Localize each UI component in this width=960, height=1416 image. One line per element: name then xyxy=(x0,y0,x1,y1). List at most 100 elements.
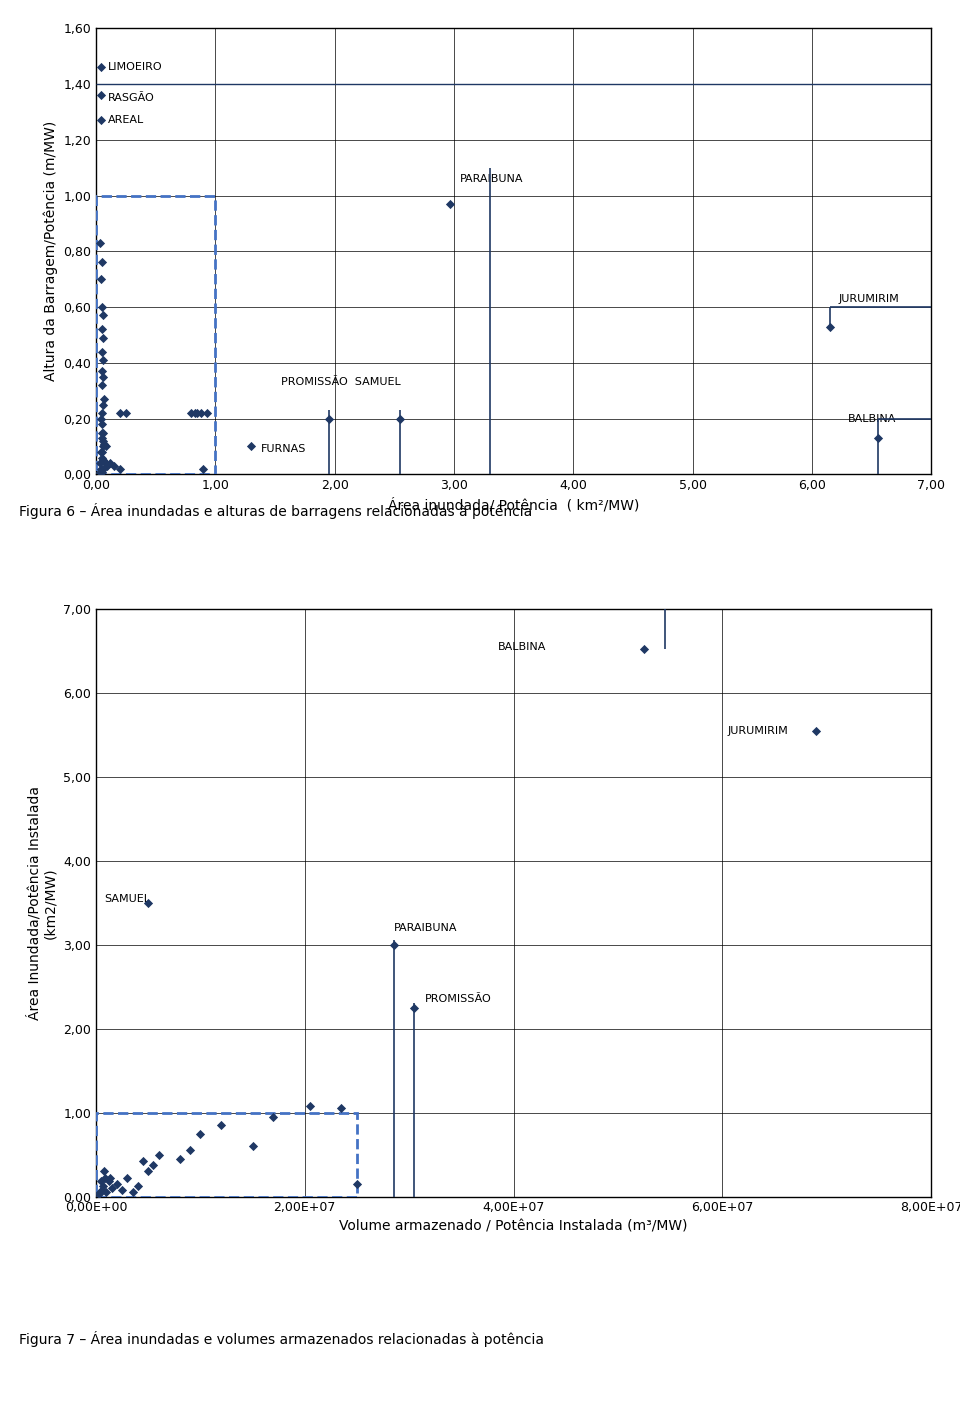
X-axis label: Volume armazenado / Potência Instalada (m³/MW): Volume armazenado / Potência Instalada (… xyxy=(339,1221,688,1233)
Point xyxy=(266,1106,281,1129)
Point xyxy=(808,719,824,742)
Point xyxy=(407,997,422,1020)
Point xyxy=(135,1150,151,1172)
Text: BALBINA: BALBINA xyxy=(498,641,546,651)
Text: RASGÃO: RASGÃO xyxy=(108,93,155,103)
Text: JURUMIRIM: JURUMIRIM xyxy=(838,293,899,303)
Point xyxy=(92,232,108,255)
Bar xyxy=(96,195,215,474)
Point xyxy=(125,1181,140,1204)
Point xyxy=(386,933,401,956)
Point xyxy=(151,1143,166,1165)
Point xyxy=(146,1153,161,1175)
Point xyxy=(140,1160,156,1182)
Point xyxy=(443,193,458,215)
Point xyxy=(94,413,109,436)
Point xyxy=(95,429,110,452)
Text: Figura 6 – Área inundadas e alturas de barragens relacionadas à potência: Figura 6 – Área inundadas e alturas de b… xyxy=(19,503,533,518)
Point xyxy=(94,374,109,396)
Point xyxy=(94,319,109,341)
Point xyxy=(140,892,156,915)
Point xyxy=(93,57,108,79)
Point xyxy=(92,1181,108,1204)
Point xyxy=(93,109,108,132)
Point xyxy=(103,452,118,474)
Point xyxy=(349,1172,365,1195)
Y-axis label: Área Inundada/Potência Instalada
(km2/MW): Área Inundada/Potência Instalada (km2/MW… xyxy=(27,786,58,1020)
Point xyxy=(109,1172,125,1195)
Point xyxy=(95,1178,110,1201)
Point xyxy=(870,426,885,449)
Point xyxy=(120,1167,135,1189)
Text: Figura 7 – Área inundadas e volumes armazenados relacionadas à potência: Figura 7 – Área inundadas e volumes arma… xyxy=(19,1331,544,1347)
Point xyxy=(94,460,109,483)
Point xyxy=(193,402,208,425)
Point xyxy=(93,440,108,463)
Point xyxy=(393,408,408,430)
Point xyxy=(94,360,109,382)
Point xyxy=(95,449,110,472)
Point xyxy=(822,316,837,338)
Point xyxy=(99,455,114,477)
Text: PARAIBUNA: PARAIBUNA xyxy=(460,174,523,184)
Point xyxy=(93,1170,108,1192)
Bar xyxy=(96,1113,357,1197)
Point xyxy=(112,402,128,425)
Point xyxy=(97,388,112,411)
Point xyxy=(95,457,110,480)
Point xyxy=(95,327,110,350)
Point xyxy=(94,251,109,273)
Point xyxy=(94,426,109,449)
Point xyxy=(102,1167,117,1189)
Point xyxy=(92,460,108,483)
Point xyxy=(172,1147,187,1170)
Point xyxy=(97,1160,112,1182)
Point xyxy=(636,637,652,660)
Point xyxy=(93,408,108,430)
Point xyxy=(94,440,109,463)
Text: AREAL: AREAL xyxy=(108,115,144,125)
Point xyxy=(245,1134,260,1157)
Point xyxy=(302,1095,318,1117)
Text: FURNAS: FURNAS xyxy=(261,445,306,455)
Point xyxy=(96,1175,111,1198)
Point xyxy=(321,408,336,430)
Point xyxy=(334,1097,349,1120)
Point xyxy=(97,432,112,455)
Point xyxy=(94,446,109,469)
Point xyxy=(104,1177,119,1199)
Point xyxy=(91,1182,107,1205)
Point xyxy=(98,1167,113,1189)
Point xyxy=(94,402,109,425)
Point xyxy=(93,457,108,480)
Text: PARAIBUNA: PARAIBUNA xyxy=(394,923,457,933)
Text: LIMOEIRO: LIMOEIRO xyxy=(108,62,162,72)
Text: SAMUEL: SAMUEL xyxy=(105,893,151,903)
Point xyxy=(98,435,113,457)
Point xyxy=(94,296,109,319)
Point xyxy=(187,402,203,425)
Point xyxy=(93,268,108,290)
Point xyxy=(130,1175,146,1198)
Point xyxy=(118,402,133,425)
Point xyxy=(182,1138,198,1161)
Point xyxy=(95,421,110,443)
Text: BALBINA: BALBINA xyxy=(848,413,896,423)
Point xyxy=(183,402,199,425)
Point xyxy=(244,435,259,457)
Text: PROMISSÃO  SAMUEL: PROMISSÃO SAMUEL xyxy=(281,378,400,388)
Point xyxy=(98,452,113,474)
Point xyxy=(112,457,128,480)
Point xyxy=(94,421,109,443)
X-axis label: Área inundada/ Potência  ( km²/MW): Área inundada/ Potência ( km²/MW) xyxy=(388,498,639,513)
Point xyxy=(190,402,205,425)
Point xyxy=(95,435,110,457)
Point xyxy=(94,340,109,362)
Point xyxy=(196,457,211,480)
Text: JURUMIRIM: JURUMIRIM xyxy=(728,725,788,735)
Point xyxy=(95,394,110,416)
Text: PROMISSÃO: PROMISSÃO xyxy=(425,994,492,1004)
Point xyxy=(93,84,108,106)
Y-axis label: Altura da Barragem/Potência (m/MW): Altura da Barragem/Potência (m/MW) xyxy=(43,122,58,381)
Point xyxy=(193,1123,208,1146)
